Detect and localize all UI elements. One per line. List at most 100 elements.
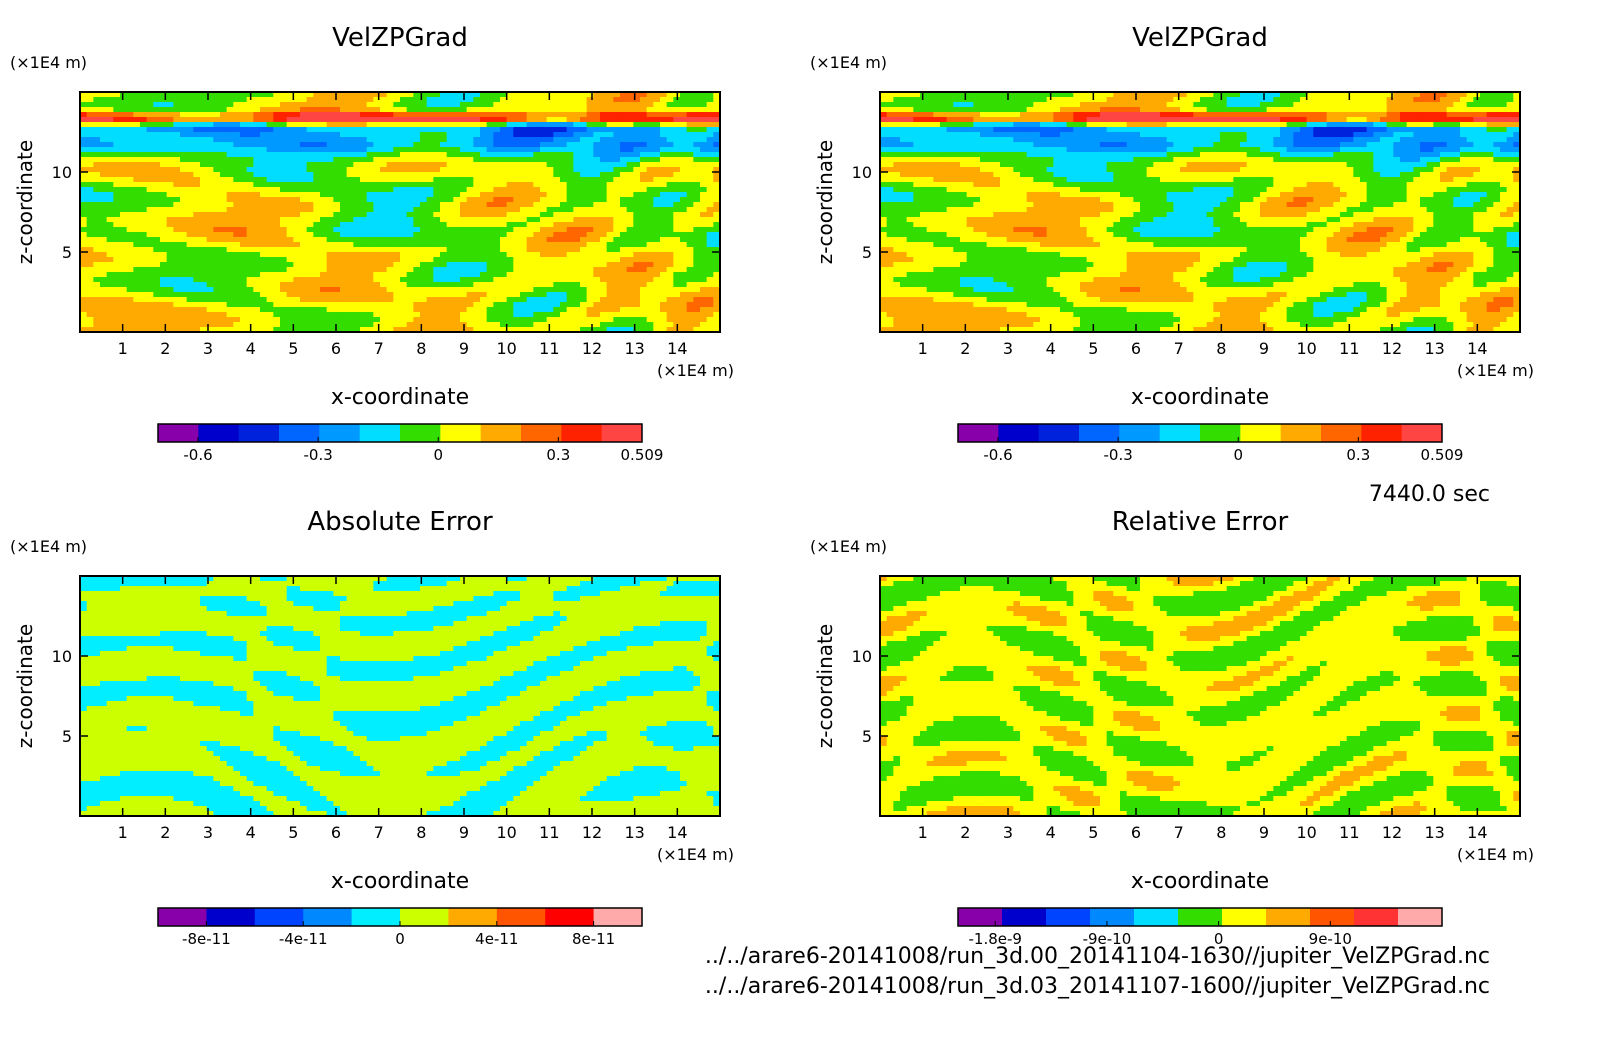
heatmap-cell [420, 247, 428, 253]
heatmap-cell [380, 187, 388, 193]
heatmap-cell [353, 102, 361, 108]
heatmap-cell [660, 217, 668, 223]
heatmap-cell [326, 207, 334, 213]
heatmap-cell [626, 257, 634, 263]
heatmap-cell [686, 202, 694, 208]
heatmap-cell [346, 122, 354, 128]
heatmap-cell [400, 117, 408, 123]
heatmap-cell [906, 187, 914, 193]
heatmap-cell [640, 302, 648, 308]
heatmap-cell [173, 192, 181, 198]
heatmap-cell [113, 122, 121, 128]
heatmap-cell [880, 292, 888, 298]
heatmap-cell [626, 297, 634, 303]
heatmap-cell [580, 122, 588, 128]
heatmap-cell [540, 252, 548, 258]
heatmap-cell [686, 272, 694, 278]
heatmap-cell [413, 172, 421, 178]
heatmap-cell [413, 152, 421, 158]
heatmap-cell [706, 107, 714, 113]
heatmap-cell [286, 207, 294, 213]
heatmap-cell [520, 282, 528, 288]
heatmap-cell [253, 192, 261, 198]
heatmap-cell [180, 197, 188, 203]
heatmap-cell [606, 197, 614, 203]
heatmap-cell [346, 262, 354, 268]
heatmap-cell [520, 257, 528, 263]
heatmap-cell [500, 252, 508, 258]
heatmap-cell [526, 112, 534, 118]
heatmap-cell [233, 92, 241, 98]
heatmap-cell [80, 262, 88, 268]
heatmap-cell [686, 97, 694, 103]
y-tick-label: 5 [62, 243, 72, 262]
heatmap-cell [600, 307, 608, 313]
heatmap-cell [173, 142, 181, 148]
heatmap-cell [900, 92, 908, 98]
heatmap-cell [893, 112, 901, 118]
heatmap-cell [113, 137, 121, 143]
heatmap-cell [700, 222, 708, 228]
heatmap-cell [566, 127, 574, 133]
heatmap-cell [226, 232, 234, 238]
heatmap-cell [606, 112, 614, 118]
heatmap-cell [173, 127, 181, 133]
heatmap-cell [473, 222, 481, 228]
heatmap-cell [93, 107, 101, 113]
heatmap-cell [520, 157, 528, 163]
colorbar-swatch [238, 424, 280, 442]
heatmap-cell [660, 152, 668, 158]
heatmap-cell [186, 317, 194, 323]
heatmap-cell [313, 292, 321, 298]
heatmap-cell [260, 122, 268, 128]
heatmap-cell [433, 172, 441, 178]
heatmap-cell [400, 152, 408, 158]
heatmap-cell [646, 162, 654, 168]
heatmap-cell [293, 197, 301, 203]
heatmap-cell [380, 212, 388, 218]
heatmap-cell [546, 92, 554, 98]
heatmap-cell [893, 247, 901, 253]
heatmap-cell [693, 262, 701, 268]
heatmap-cell [880, 252, 888, 258]
heatmap-cell [420, 292, 428, 298]
heatmap-cell [266, 207, 274, 213]
heatmap-cell [646, 292, 654, 298]
heatmap-cell [920, 172, 928, 178]
heatmap-cell [333, 167, 341, 173]
heatmap-cell [406, 117, 414, 123]
heatmap-cell [246, 212, 254, 218]
heatmap-cell [120, 117, 128, 123]
heatmap-cell [106, 147, 114, 153]
heatmap-cell [913, 107, 921, 113]
heatmap-cell [566, 197, 574, 203]
heatmap-cell [420, 317, 428, 323]
heatmap-cell [666, 322, 674, 328]
heatmap-cell [313, 207, 321, 213]
heatmap-cell [500, 287, 508, 293]
heatmap-cell [100, 317, 108, 323]
heatmap-cell [600, 297, 608, 303]
heatmap-cell [680, 182, 688, 188]
heatmap-cell [513, 212, 521, 218]
heatmap-cell [406, 167, 414, 173]
heatmap-cell [420, 312, 428, 318]
heatmap-cell [546, 302, 554, 308]
heatmap-cell [193, 212, 201, 218]
heatmap-cell [386, 257, 394, 263]
heatmap-cell [653, 252, 661, 258]
heatmap-cell [540, 237, 548, 243]
heatmap-cell [653, 217, 661, 223]
heatmap-cell [86, 92, 94, 98]
heatmap-cell [313, 112, 321, 118]
heatmap-cell [466, 207, 474, 213]
heatmap-cell [526, 167, 534, 173]
heatmap-cell [880, 177, 888, 183]
heatmap-cell [260, 292, 268, 298]
heatmap-cell [553, 242, 561, 248]
heatmap-cell [653, 202, 661, 208]
heatmap-cell [413, 312, 421, 318]
heatmap-cell [706, 312, 714, 318]
heatmap-cell [406, 192, 414, 198]
heatmap-cell [586, 172, 594, 178]
